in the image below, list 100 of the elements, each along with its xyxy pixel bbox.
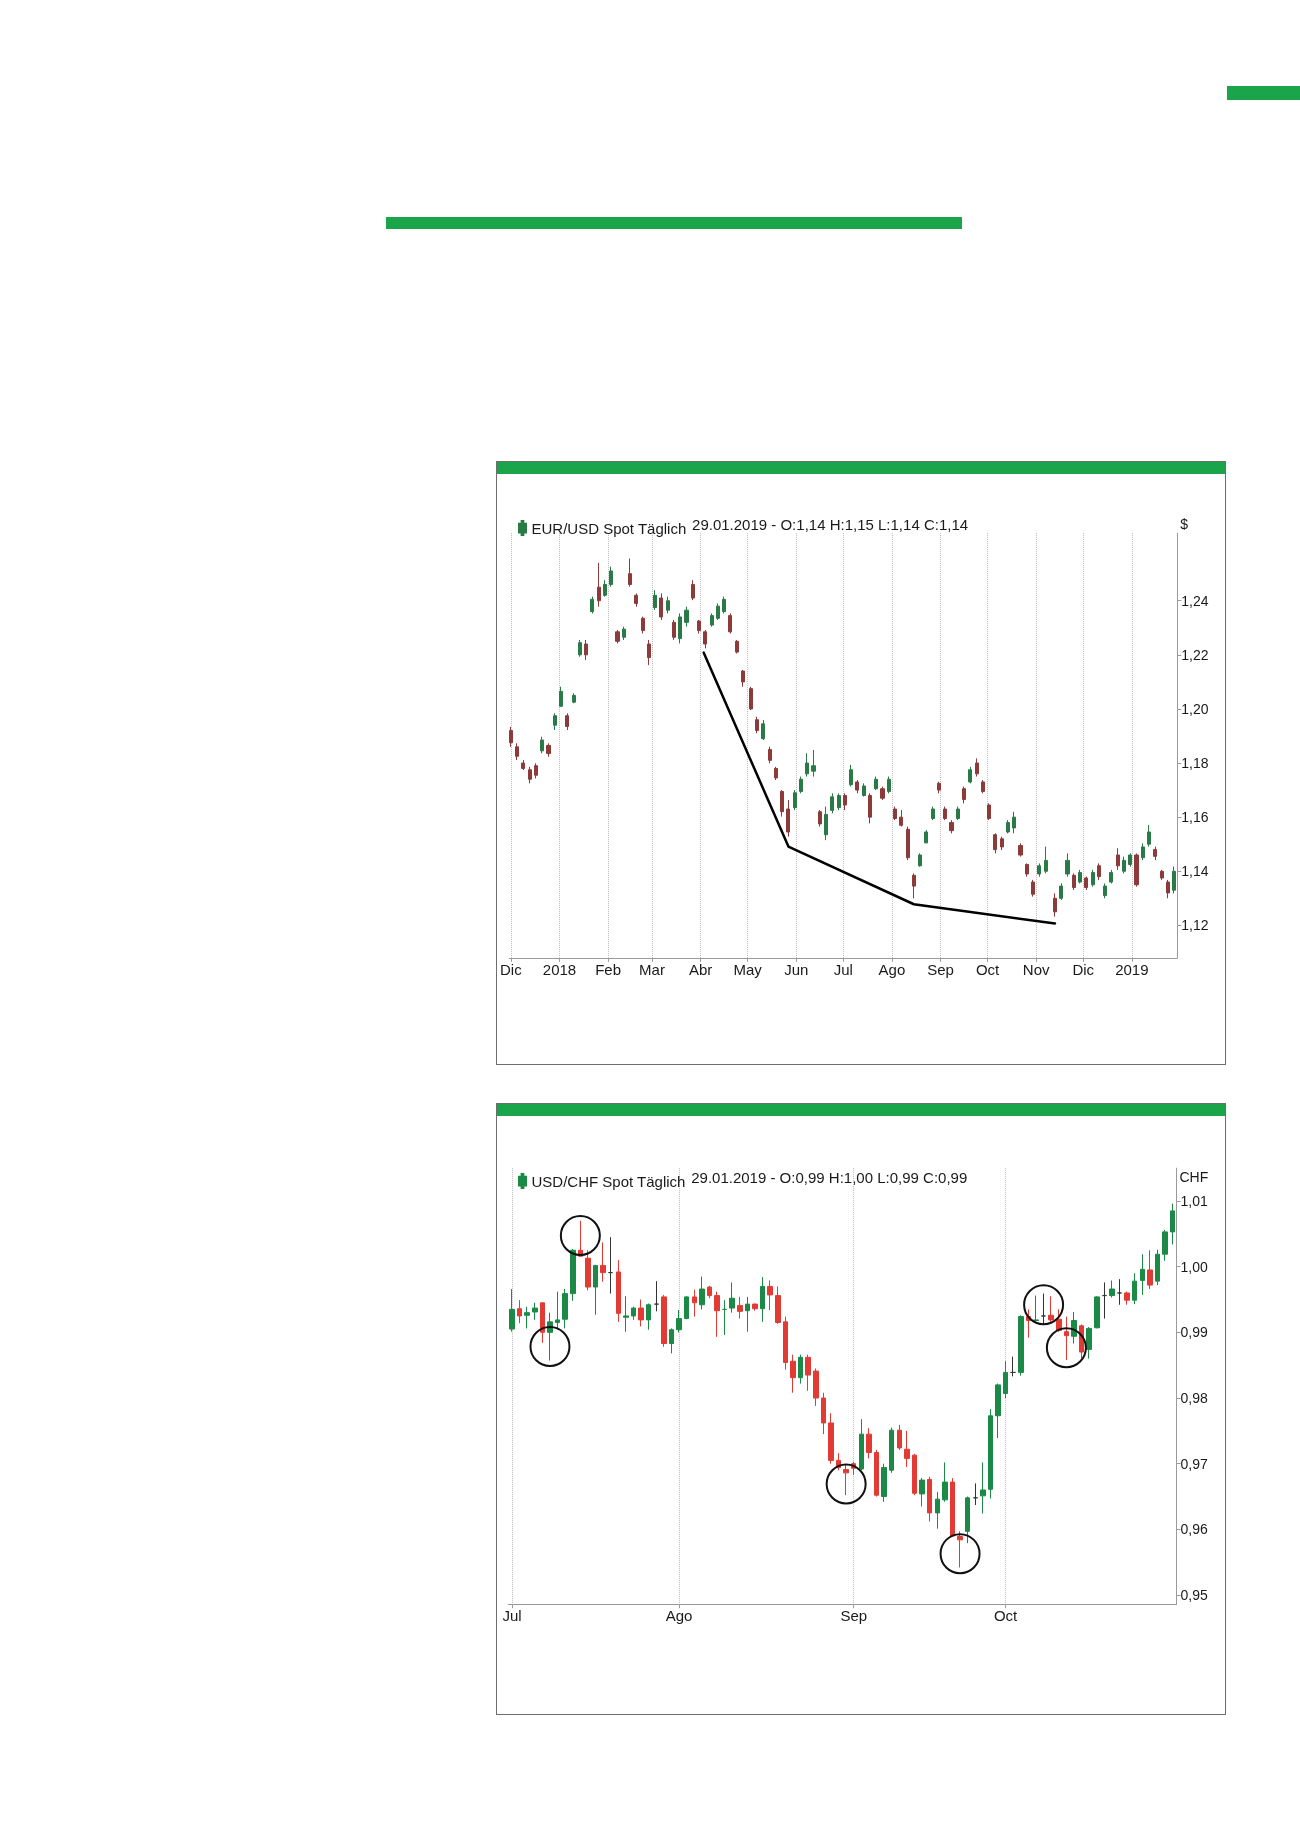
candlestick xyxy=(1059,882,1063,901)
candlestick xyxy=(786,799,790,838)
candlestick xyxy=(540,736,544,754)
candlestick xyxy=(509,1288,515,1333)
candlestick xyxy=(729,1281,735,1314)
candlestick xyxy=(1097,862,1101,881)
candlestick xyxy=(676,1309,682,1333)
candlestick xyxy=(745,1296,750,1333)
x-tick-label: Jul xyxy=(502,1607,522,1625)
candlestick xyxy=(799,776,803,794)
y-tick-label: 1,12 xyxy=(1181,917,1209,934)
candlestick xyxy=(1122,856,1126,874)
candlestick xyxy=(868,792,872,824)
candlestick xyxy=(1103,882,1107,899)
candlestick xyxy=(1153,846,1157,861)
candlestick xyxy=(1124,1291,1130,1306)
line-series xyxy=(702,651,1057,925)
candlestick xyxy=(593,1264,598,1316)
candlestick xyxy=(775,1285,781,1325)
candlestick xyxy=(714,1291,720,1338)
candlestick xyxy=(540,1302,545,1344)
candlestick xyxy=(968,766,972,784)
candlestick xyxy=(859,1418,864,1471)
candlestick xyxy=(1037,862,1041,878)
candlestick xyxy=(1072,872,1076,891)
candlestick xyxy=(1084,876,1088,891)
candlestick xyxy=(631,1306,636,1321)
candlestick xyxy=(780,789,784,818)
x-tick-label: 2019 xyxy=(1115,960,1149,978)
candlestick xyxy=(609,566,613,588)
y-tick-label: 1,14 xyxy=(1181,863,1209,880)
candlestick xyxy=(521,759,525,771)
x-tick-label: Ago xyxy=(878,960,906,978)
candlestick xyxy=(678,612,682,644)
candlestick xyxy=(956,806,960,821)
candlestick xyxy=(790,1354,796,1394)
candlestick xyxy=(1094,1295,1100,1329)
candlestick xyxy=(1117,1278,1122,1306)
candlestick xyxy=(965,1496,970,1544)
candlestick xyxy=(880,786,885,801)
candlestick xyxy=(565,712,569,731)
candlestick xyxy=(919,1477,925,1507)
candlestick xyxy=(1132,1272,1137,1305)
x-tick-label: May xyxy=(733,960,763,978)
candlestick xyxy=(1033,1295,1039,1324)
candlestick xyxy=(741,669,745,688)
candlestick xyxy=(988,1408,993,1499)
candlestick xyxy=(981,779,985,794)
candlestick xyxy=(818,809,822,828)
candlestick xyxy=(584,639,588,661)
candlestick xyxy=(1003,1360,1008,1399)
candlestick xyxy=(1160,869,1164,881)
y-axis-title: CHF xyxy=(1179,1169,1209,1186)
y-tick-label: 1,01 xyxy=(1180,1193,1208,1210)
candlestick xyxy=(608,1236,613,1295)
candlestick xyxy=(1031,879,1035,898)
candlestick xyxy=(722,1299,727,1336)
candlestick xyxy=(654,1280,659,1312)
candlestick xyxy=(866,1427,872,1459)
x-tick-label: Sep xyxy=(840,1607,868,1625)
candlestick xyxy=(824,806,828,841)
x-tick-label: Dic xyxy=(1072,960,1095,978)
candlestick xyxy=(768,746,772,764)
candlestick xyxy=(1155,1249,1160,1286)
candlestick xyxy=(1006,819,1010,834)
candlestick xyxy=(524,1306,530,1329)
candlestick xyxy=(1053,892,1057,918)
candlestick xyxy=(578,639,582,658)
candlestick xyxy=(821,1392,826,1435)
candlestick xyxy=(755,716,759,734)
candlestick xyxy=(1128,852,1132,868)
candlestick xyxy=(1065,852,1070,878)
candlestick xyxy=(691,579,695,601)
candlestick xyxy=(830,792,834,814)
candlestick xyxy=(707,1285,712,1299)
x-tick-label: Nov xyxy=(1022,960,1050,978)
candlestick xyxy=(1147,824,1151,848)
y-tick-label: 0,97 xyxy=(1180,1455,1208,1472)
x-tick-label: Oct xyxy=(993,1607,1019,1625)
candlestick xyxy=(912,872,916,899)
candlestick xyxy=(943,806,947,821)
candlestick xyxy=(811,749,816,778)
candlestick xyxy=(646,1302,651,1331)
candlestick xyxy=(616,1259,621,1323)
candlestick xyxy=(767,1279,773,1311)
y-axis-title: $ xyxy=(1180,516,1189,533)
x-tick-label: Oct xyxy=(975,960,1001,978)
candlestick xyxy=(760,1276,765,1323)
candlestick xyxy=(897,1424,902,1451)
candlestick xyxy=(1078,869,1082,884)
candlestick xyxy=(881,1463,887,1503)
candlestick xyxy=(509,726,513,748)
candlestick xyxy=(562,1288,568,1329)
annotation: 29.01.2019 - O:0,99 H:1,00 L:0,99 C:0,99 xyxy=(691,1168,968,1186)
candlestick xyxy=(1116,847,1120,871)
candlestick xyxy=(899,809,903,828)
candlestick xyxy=(1166,879,1170,899)
candlestick xyxy=(761,719,765,741)
candlestick xyxy=(973,1482,978,1506)
candlestick xyxy=(585,1249,591,1291)
